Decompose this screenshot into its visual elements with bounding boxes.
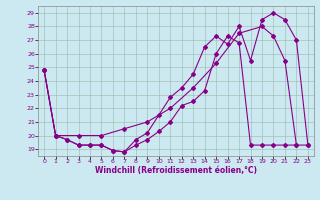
X-axis label: Windchill (Refroidissement éolien,°C): Windchill (Refroidissement éolien,°C) [95, 166, 257, 175]
